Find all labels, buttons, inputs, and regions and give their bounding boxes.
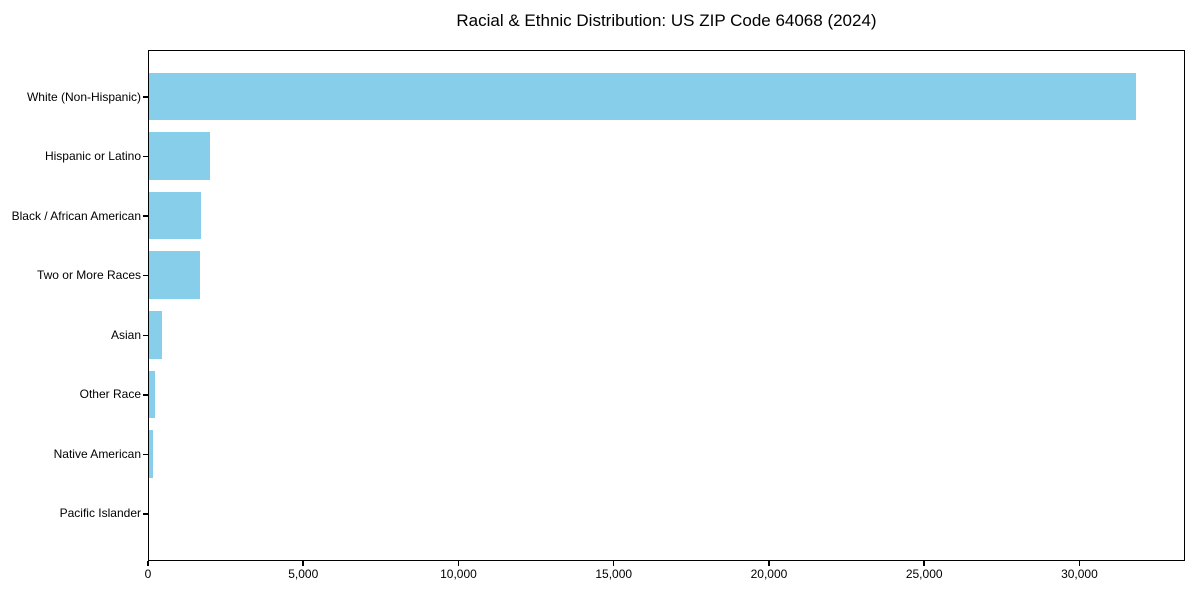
chart-title: Racial & Ethnic Distribution: US ZIP Cod… — [456, 11, 877, 30]
y-tick-label-other-race: Other Race — [79, 387, 141, 402]
bar-asian — [149, 310, 162, 359]
y-tick-mark — [143, 453, 148, 456]
x-tick-label: 30,000 — [1061, 567, 1098, 581]
x-tick-label: 25,000 — [905, 567, 943, 581]
y-tick-label-black-african-american: Black / African American — [11, 208, 141, 223]
x-tick-mark — [1078, 561, 1081, 566]
x-tick-label: 20,000 — [750, 567, 788, 581]
x-tick-mark — [923, 561, 925, 566]
bar-native-american — [149, 430, 154, 478]
y-tick-mark — [143, 155, 148, 158]
y-tick-label-native-american: Native American — [53, 446, 141, 461]
plot-area — [148, 50, 1185, 561]
x-tick-label: 0 — [144, 567, 152, 581]
x-tick-mark — [768, 561, 770, 566]
x-tick-label: 10,000 — [440, 567, 477, 581]
y-tick-mark — [143, 96, 148, 98]
bar-white-non-hispanic — [149, 72, 1137, 121]
x-tick-mark — [302, 561, 304, 566]
x-tick-mark — [147, 561, 149, 566]
y-tick-mark — [143, 513, 148, 515]
y-tick-mark — [143, 274, 148, 277]
bar-other-race — [149, 370, 155, 419]
y-tick-mark — [143, 334, 148, 337]
x-tick-mark — [612, 561, 615, 566]
x-tick-label: 15,000 — [595, 567, 633, 581]
bar-two-or-more-races — [149, 251, 201, 300]
y-tick-label-white-non-hispanic: White (Non-Hispanic) — [26, 89, 141, 104]
y-tick-mark — [143, 215, 148, 217]
y-tick-label-pacific-islander: Pacific Islander — [59, 506, 141, 521]
y-tick-label-asian: Asian — [110, 327, 141, 342]
y-tick-label-two-or-more-races: Two or More Races — [36, 268, 141, 283]
y-tick-label-hispanic-or-latino: Hispanic or Latino — [44, 149, 141, 164]
x-tick-label: 5,000 — [288, 567, 319, 581]
x-tick-mark — [457, 561, 460, 566]
bar-hispanic-or-latino — [149, 132, 211, 180]
bar-black-african-american — [149, 191, 201, 240]
y-tick-mark — [143, 394, 148, 396]
